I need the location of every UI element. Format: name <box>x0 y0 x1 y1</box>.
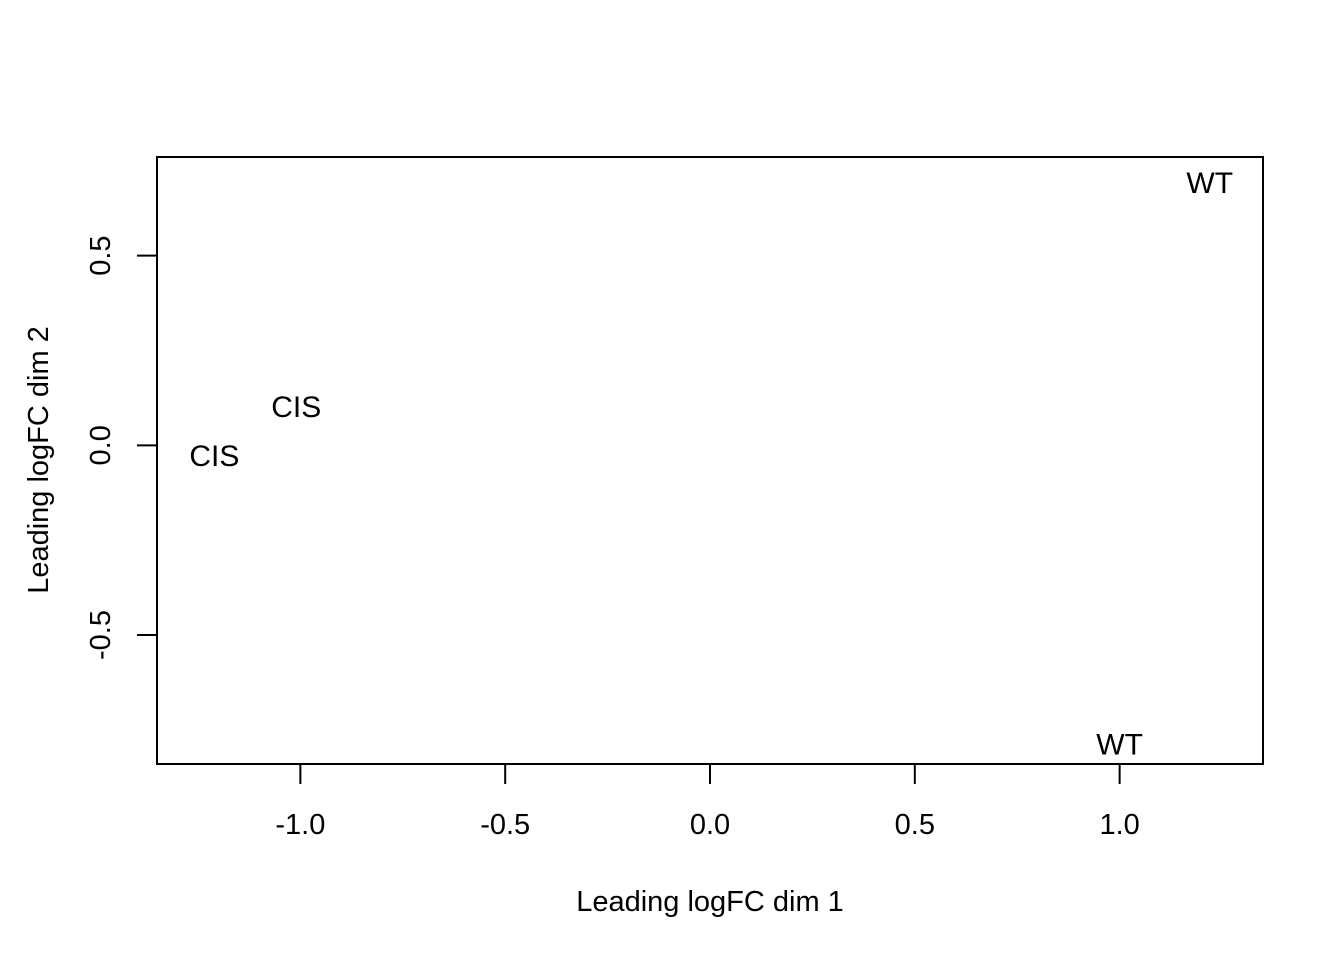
y-tick-label: 0.5 <box>85 235 117 275</box>
x-tick-label: 0.0 <box>690 809 730 841</box>
point-label-cis: CIS <box>271 391 321 424</box>
point-label-wt: WT <box>1096 729 1143 762</box>
x-tick-label: 1.0 <box>1099 809 1139 841</box>
y-axis: -0.5 0.0 0.5 <box>85 235 158 660</box>
plot-frame <box>156 156 1264 765</box>
y-tick-label: -0.5 <box>85 610 117 660</box>
y-tick-label: 0.0 <box>85 425 117 465</box>
x-tick-label: 0.5 <box>895 809 935 841</box>
x-axis: -1.0 -0.5 0.0 0.5 1.0 <box>275 763 1140 841</box>
point-label-wt: WT <box>1186 167 1233 200</box>
x-axis-title: Leading logFC dim 1 <box>576 886 844 918</box>
y-axis-title: Leading logFC dim 2 <box>23 326 55 594</box>
x-tick-label: -1.0 <box>275 809 325 841</box>
point-labels: CIS CIS WT WT <box>189 167 1233 761</box>
x-tick-label: -0.5 <box>480 809 530 841</box>
point-label-cis: CIS <box>189 440 239 473</box>
